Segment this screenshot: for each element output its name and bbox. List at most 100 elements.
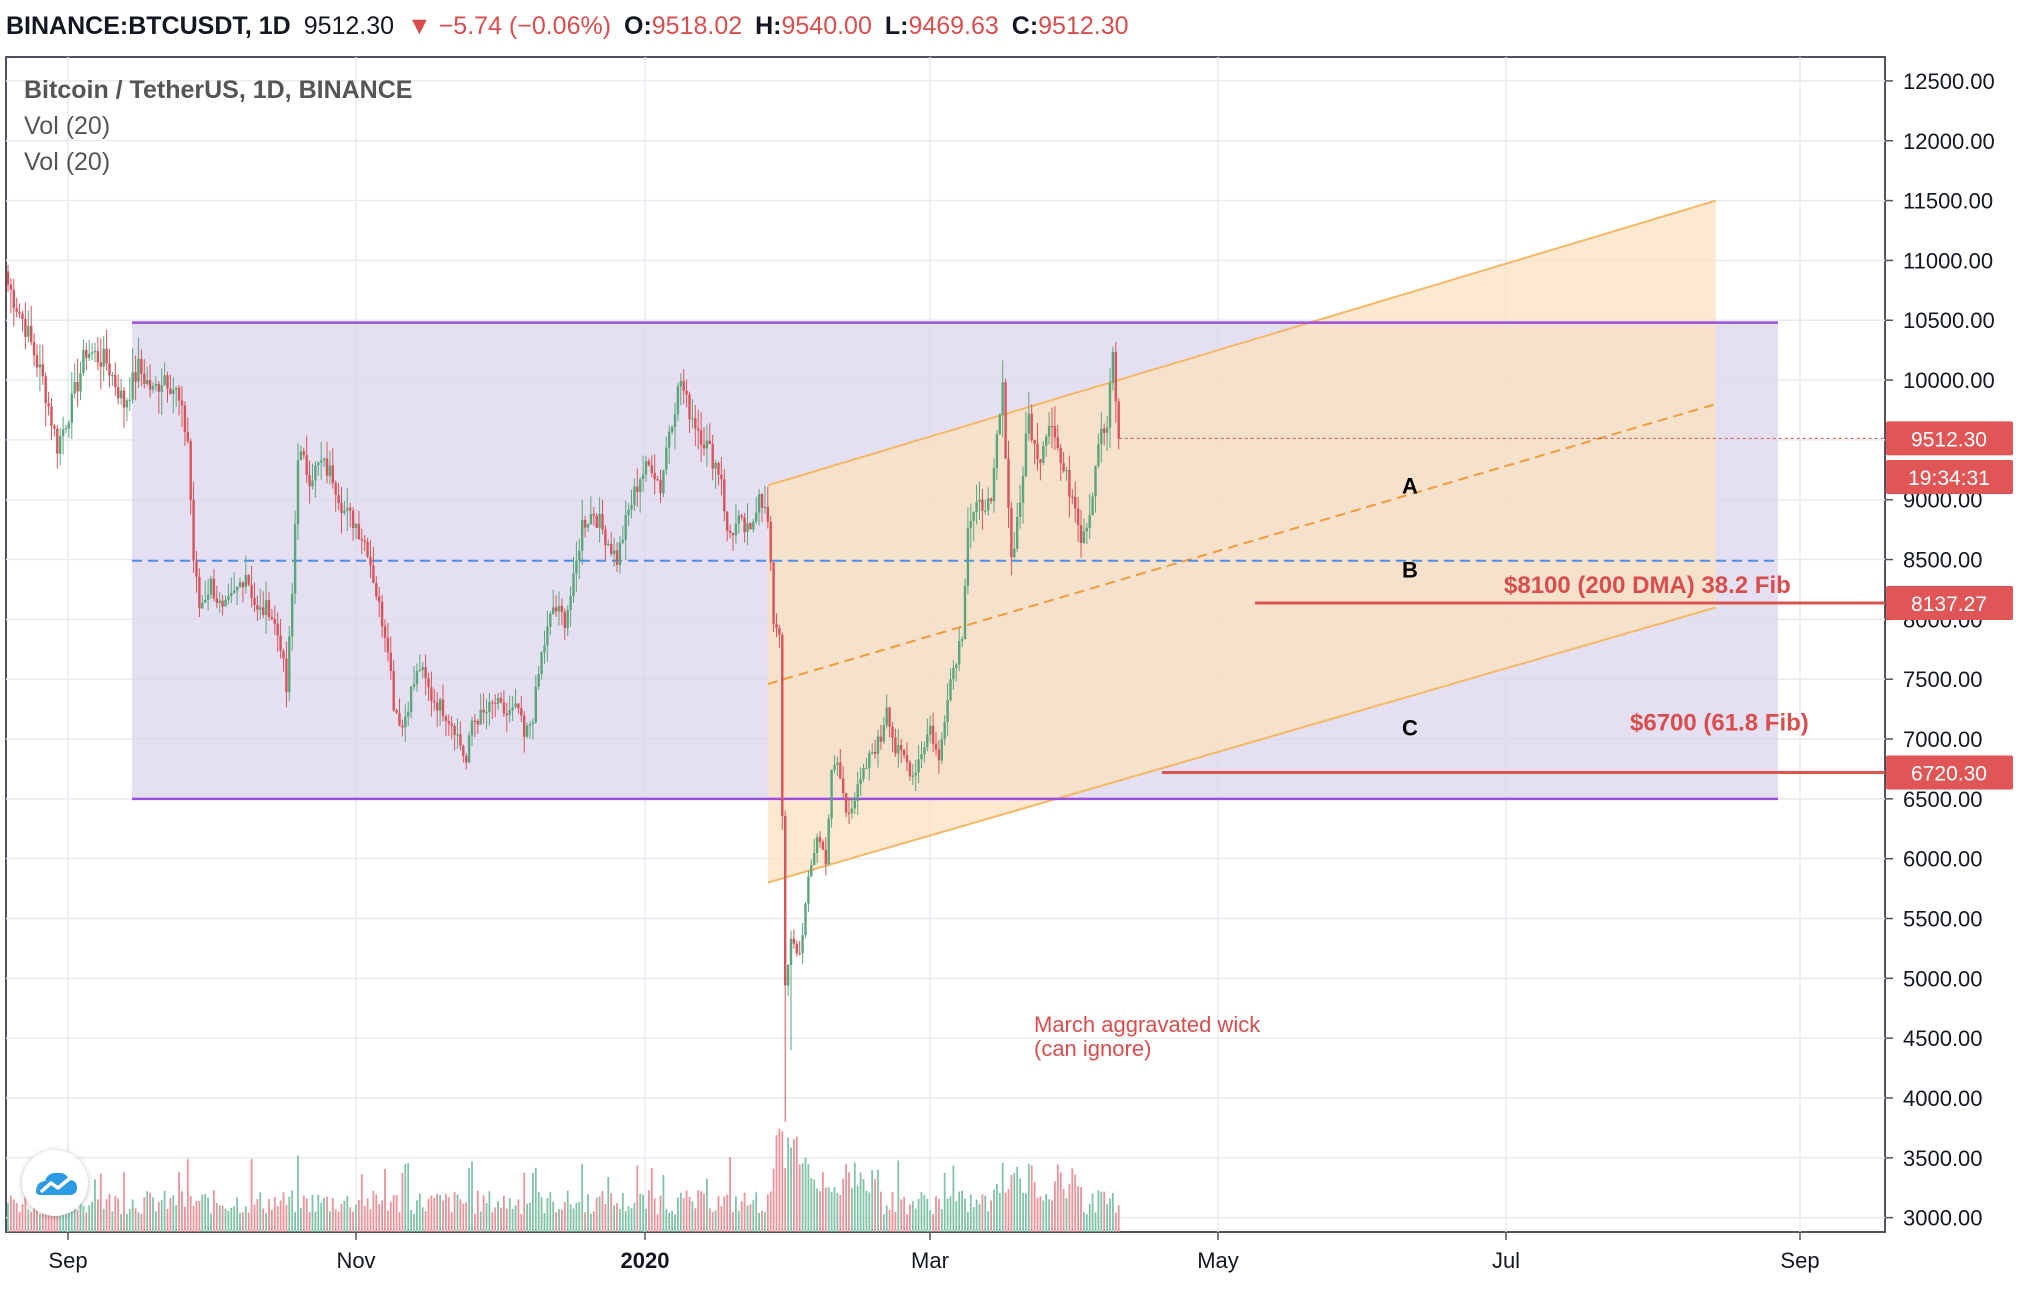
volume-bar xyxy=(186,1159,189,1232)
candle xyxy=(64,425,68,434)
candle-body xyxy=(82,349,85,374)
candle-body xyxy=(169,388,172,394)
candle xyxy=(476,719,479,734)
volume-bar xyxy=(256,1199,259,1232)
open-label: O: xyxy=(624,12,652,40)
candle xyxy=(140,349,143,387)
candle xyxy=(296,443,300,540)
volume-bar xyxy=(700,1191,702,1232)
candle xyxy=(1114,341,1117,423)
candle-body xyxy=(589,514,593,525)
candle-body xyxy=(1074,496,1077,509)
candle-body xyxy=(392,670,395,711)
candle-body xyxy=(572,573,575,597)
candle xyxy=(450,716,453,740)
volume-bar xyxy=(764,1211,766,1232)
volume-bar xyxy=(923,1194,926,1232)
candle-body xyxy=(569,596,572,610)
volume-bar xyxy=(41,1196,44,1232)
volume-bar xyxy=(795,1136,798,1232)
volume-bar xyxy=(526,1203,528,1232)
volume-bar xyxy=(1007,1189,1010,1232)
candle xyxy=(1050,407,1054,449)
candle-body xyxy=(499,697,503,703)
candle xyxy=(157,380,160,414)
candle-body xyxy=(818,837,822,842)
candle xyxy=(627,503,630,527)
volume-bar xyxy=(1085,1214,1088,1232)
symbol-label[interactable]: BINANCE:BTCUSDT, 1D xyxy=(6,12,291,40)
candle xyxy=(937,740,941,774)
candle xyxy=(99,338,102,390)
candle xyxy=(401,719,404,737)
legend-vol-2[interactable]: Vol (20) xyxy=(24,148,111,176)
volume-bar xyxy=(1048,1199,1050,1232)
channel-lower-line xyxy=(767,606,1717,884)
volume-bar xyxy=(366,1198,369,1232)
volume-bar xyxy=(178,1171,180,1232)
candle-body xyxy=(798,953,801,955)
candle xyxy=(969,503,972,549)
candle xyxy=(844,792,848,818)
volume-bar xyxy=(1074,1174,1077,1232)
candle xyxy=(778,624,781,649)
close-value: 9512.30 xyxy=(1038,12,1129,40)
candle xyxy=(615,542,619,573)
volume-bar xyxy=(856,1185,859,1232)
candle-body xyxy=(105,348,108,364)
candle-body xyxy=(789,938,793,965)
candle xyxy=(525,722,529,739)
volume-bar xyxy=(1103,1191,1106,1232)
candle-body xyxy=(514,703,517,708)
volume-bar xyxy=(175,1204,178,1232)
candle-body xyxy=(122,390,126,408)
candle-body xyxy=(317,462,320,466)
legend-vol-1[interactable]: Vol (20) xyxy=(24,112,111,140)
candle-body xyxy=(639,479,642,492)
y-tick-label: 3000.00 xyxy=(1903,1206,1983,1231)
candle-body xyxy=(230,592,233,597)
volume-bar xyxy=(1114,1212,1117,1232)
volume-bar xyxy=(424,1211,427,1232)
annotation-label: C xyxy=(1402,715,1418,740)
candle-body xyxy=(540,652,543,675)
x-tick-label: 2020 xyxy=(621,1248,670,1273)
volume-bar xyxy=(143,1197,146,1232)
volume-bar xyxy=(221,1205,224,1232)
candle-body xyxy=(1039,459,1042,463)
volume-bar xyxy=(1083,1211,1085,1232)
candle xyxy=(308,460,311,504)
candle-body xyxy=(1021,476,1025,503)
volume-bar xyxy=(111,1211,114,1232)
candle xyxy=(998,413,1001,436)
volume-bar xyxy=(7,1203,9,1232)
candle-body xyxy=(984,510,987,512)
candle-body xyxy=(1062,463,1065,472)
volume-bar xyxy=(981,1194,984,1232)
volume-bar xyxy=(181,1191,183,1232)
volume-bar xyxy=(381,1200,383,1232)
volume-bar xyxy=(926,1198,929,1232)
legend-title[interactable]: Bitcoin / TetherUS, 1D, BINANCE xyxy=(24,76,413,104)
candle-body xyxy=(102,348,105,367)
candle xyxy=(749,522,752,530)
volume-bar xyxy=(21,1204,24,1232)
tradingview-logo[interactable] xyxy=(22,1150,88,1216)
candle-body xyxy=(1105,427,1109,433)
candle-body xyxy=(769,521,772,563)
candle-body xyxy=(757,494,761,513)
candle xyxy=(337,482,340,511)
candle xyxy=(1117,398,1120,450)
volume-bar xyxy=(746,1205,749,1232)
candle xyxy=(291,583,294,651)
volume-bar xyxy=(946,1198,949,1232)
candle xyxy=(737,510,740,534)
candle xyxy=(882,716,885,745)
volume-bar xyxy=(1106,1204,1108,1232)
candle-body xyxy=(615,550,619,565)
close-label: C: xyxy=(1011,12,1039,40)
candle-body xyxy=(1114,351,1117,402)
candle-body xyxy=(50,406,53,426)
volume-bar xyxy=(836,1192,839,1232)
